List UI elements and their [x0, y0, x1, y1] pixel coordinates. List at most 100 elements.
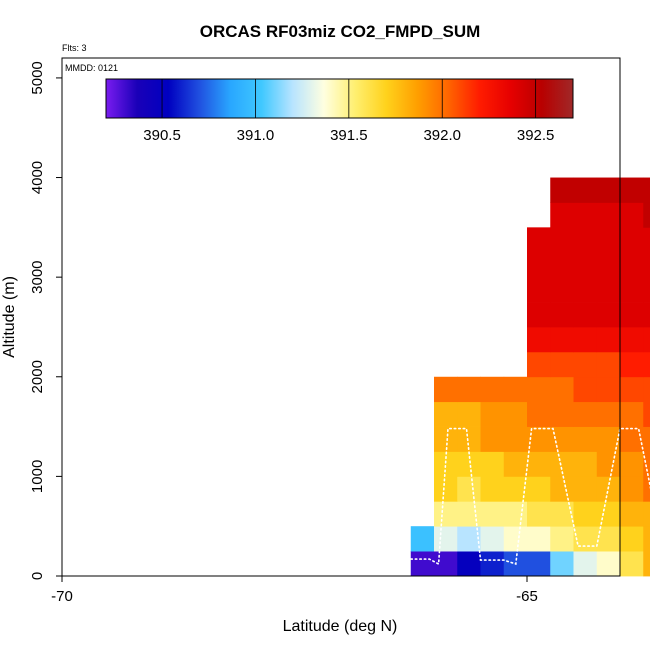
heatmap-cell-r7-c9: [643, 376, 650, 403]
heatmap-cell-r3-c9: [643, 476, 650, 502]
heatmap-cell-r5-c1: [457, 426, 481, 452]
y-tick-label-2: 2000: [29, 360, 46, 393]
heatmap-cell-r0-c0: [410, 551, 435, 577]
heatmap-cell-r15-c0: [550, 177, 574, 203]
heatmap-cell-r7-c6: [573, 376, 598, 403]
heatmap-cell-r7-c3: [503, 376, 528, 403]
heatmap-cell-r5-c8: [620, 426, 644, 452]
heatmap-cell-r5-c5: [550, 426, 574, 452]
heatmap-cell-r4-c8: [620, 451, 644, 477]
heatmap-cell-r6-c9: [643, 401, 650, 427]
heatmap-cell-r2-c7: [596, 501, 621, 527]
heatmap-cell-r1-c1: [434, 526, 458, 552]
heatmap-cell-r8-c2: [573, 351, 598, 378]
heatmap-cell-r13-c1: [550, 227, 574, 253]
heatmap-cell-r1-c4: [503, 526, 528, 552]
heatmap-cell-r11-c0: [527, 277, 551, 303]
heatmap-cell-r8-c3: [596, 351, 621, 378]
heatmap-cell-r0-c1: [434, 551, 458, 577]
heatmap-cell-r0-c9: [620, 551, 644, 577]
heatmap-cell-r9-c4: [620, 326, 644, 353]
heatmap-cell-r6-c1: [457, 401, 481, 427]
heatmap-cell-r2-c5: [550, 501, 574, 527]
heatmap-cell-r6-c4: [527, 401, 551, 427]
heatmap-cell-r0-c6: [550, 551, 574, 577]
heatmap-cell-r2-c0: [434, 501, 458, 527]
colorbar-tick-label-0: 390.5: [143, 127, 181, 144]
heatmap-cell-r5-c6: [573, 426, 598, 452]
heatmap-cell-r14-c1: [573, 202, 598, 228]
heatmap-cell-r0-c5: [527, 551, 551, 577]
plot-frame: [61, 57, 621, 577]
heatmap-cell-r7-c0: [434, 376, 458, 403]
heatmap-cell-r14-c3: [620, 202, 644, 228]
heatmap-cell-r3-c6: [573, 476, 598, 502]
heatmap-cell-r13-c0: [527, 227, 551, 253]
heatmap-cell-r9-c5: [643, 326, 650, 353]
colorbar: 390.5 391.0 391.5 392.0 392.5: [105, 78, 574, 144]
heatmap-cell-r7-c4: [527, 376, 551, 403]
heatmap-cell-r3-c0: [434, 476, 458, 502]
chart-title: ORCAS RF03miz CO2_FMPD_SUM: [200, 22, 481, 41]
heatmap-cell-r3-c8: [620, 476, 644, 502]
heatmap-cell-r8-c1: [550, 351, 574, 378]
heatmap-cell-r6-c7: [596, 401, 621, 427]
heatmap-cell-r15-c3: [620, 177, 644, 203]
x-tick-label-1: -65: [516, 588, 538, 605]
heatmap-cell-r10-c5: [643, 302, 650, 328]
heatmap-cell-r13-c3: [596, 227, 621, 253]
heatmap-cell-r15-c4: [643, 177, 650, 203]
date-note: MMDD: 0121: [65, 63, 118, 73]
heatmap-cell-r9-c0: [527, 326, 551, 353]
heatmap-cell-r8-c4: [620, 351, 644, 378]
heatmap-cell-r7-c7: [596, 376, 621, 403]
heatmap-cell-r12-c3: [596, 252, 621, 278]
heatmap-cell-r5-c7: [596, 426, 621, 452]
heatmap-cell-r5-c2: [480, 426, 505, 452]
heatmap-cell-r7-c1: [457, 376, 481, 403]
heatmap-cell-r3-c1: [457, 476, 481, 502]
heatmap-cell-r3-c3: [503, 476, 528, 502]
heatmap-cell-r3-c5: [550, 476, 574, 502]
heatmap-cell-r14-c0: [550, 202, 574, 228]
heatmap-cell-r2-c8: [620, 501, 644, 527]
heatmap-cell-r13-c2: [573, 227, 598, 253]
heatmap-cell-r0-c10: [643, 551, 650, 577]
x-axis-label: Latitude (deg N): [283, 618, 398, 635]
heatmap-cell-r15-c1: [573, 177, 598, 203]
colorbar-tick-label-3: 392.0: [423, 127, 461, 144]
heatmap-cell-r14-c4: [643, 202, 650, 228]
heatmap-cell-r12-c4: [620, 252, 644, 278]
heatmap-cell-r13-c5: [643, 227, 650, 253]
heatmap-cell-r6-c6: [573, 401, 598, 427]
heatmap-cell-r4-c3: [503, 451, 528, 477]
heatmap-cell-r7-c8: [620, 376, 644, 403]
heatmap-cell-r6-c0: [434, 401, 458, 427]
heatmap-cell-r4-c7: [596, 451, 621, 477]
heatmap-cell-r10-c3: [596, 302, 621, 328]
heatmap-cell-r10-c2: [573, 302, 598, 328]
y-axis-label: Altitude (m): [1, 276, 18, 358]
heatmap-cell-r1-c5: [527, 526, 551, 552]
heatmap-cell-r4-c6: [573, 451, 598, 477]
heatmap-cell-r2-c3: [503, 501, 528, 527]
heatmap-cells: [410, 177, 650, 577]
heatmap-cell-r12-c2: [573, 252, 598, 278]
heatmap-cell-r2-c2: [480, 501, 505, 527]
heatmap-cell-r6-c5: [550, 401, 574, 427]
flights-note: Flts: 3: [62, 43, 87, 53]
heatmap-cell-r2-c1: [457, 501, 481, 527]
colorbar-tick-label-2: 391.5: [330, 127, 368, 144]
heatmap-cell-r13-c4: [620, 227, 644, 253]
y-tick-label-4: 4000: [29, 161, 46, 194]
y-tick-label-5: 5000: [29, 61, 46, 94]
heatmap-cell-r3-c4: [527, 476, 551, 502]
heatmap-cell-r4-c5: [550, 451, 574, 477]
heatmap-cell-r9-c3: [596, 326, 621, 353]
heatmap-cell-r10-c4: [620, 302, 644, 328]
heatmap-cell-r5-c0: [434, 426, 458, 452]
heatmap-cell-r12-c5: [643, 252, 650, 278]
heatmap-cell-r8-c0: [527, 351, 551, 378]
heatmap-cell-r1-c9: [620, 526, 644, 552]
heatmap-cell-r1-c2: [457, 526, 481, 552]
